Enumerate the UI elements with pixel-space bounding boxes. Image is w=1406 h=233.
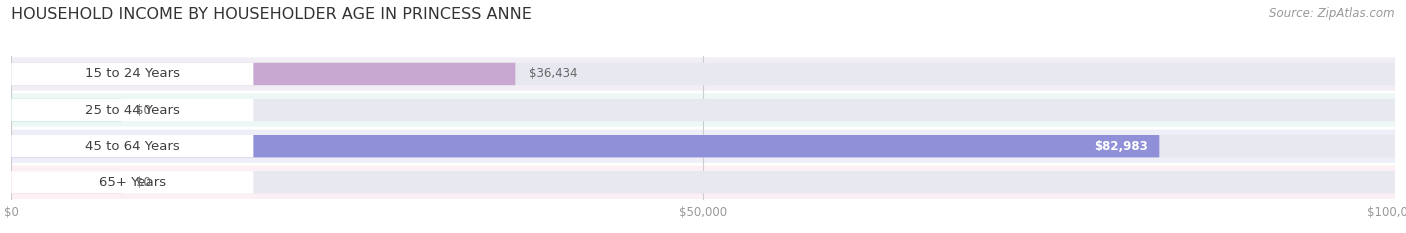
Text: $36,434: $36,434 [529, 68, 578, 80]
Text: $0: $0 [136, 176, 150, 189]
Text: 65+ Years: 65+ Years [98, 176, 166, 189]
Text: 45 to 64 Years: 45 to 64 Years [84, 140, 180, 153]
FancyBboxPatch shape [11, 99, 122, 121]
FancyBboxPatch shape [11, 166, 1395, 199]
Text: $82,983: $82,983 [1094, 140, 1149, 153]
FancyBboxPatch shape [11, 99, 253, 121]
Text: HOUSEHOLD INCOME BY HOUSEHOLDER AGE IN PRINCESS ANNE: HOUSEHOLD INCOME BY HOUSEHOLDER AGE IN P… [11, 7, 531, 22]
FancyBboxPatch shape [11, 171, 1395, 194]
FancyBboxPatch shape [11, 63, 516, 85]
FancyBboxPatch shape [11, 99, 1395, 121]
Text: $0: $0 [136, 104, 150, 116]
FancyBboxPatch shape [11, 63, 253, 85]
FancyBboxPatch shape [11, 130, 1395, 163]
Text: 15 to 24 Years: 15 to 24 Years [84, 68, 180, 80]
FancyBboxPatch shape [11, 93, 1395, 127]
FancyBboxPatch shape [11, 135, 1395, 158]
FancyBboxPatch shape [11, 135, 253, 158]
Text: 25 to 44 Years: 25 to 44 Years [84, 104, 180, 116]
FancyBboxPatch shape [11, 171, 253, 194]
FancyBboxPatch shape [11, 57, 1395, 91]
FancyBboxPatch shape [11, 63, 1395, 85]
Text: Source: ZipAtlas.com: Source: ZipAtlas.com [1270, 7, 1395, 20]
FancyBboxPatch shape [11, 171, 122, 194]
FancyBboxPatch shape [11, 135, 1160, 158]
